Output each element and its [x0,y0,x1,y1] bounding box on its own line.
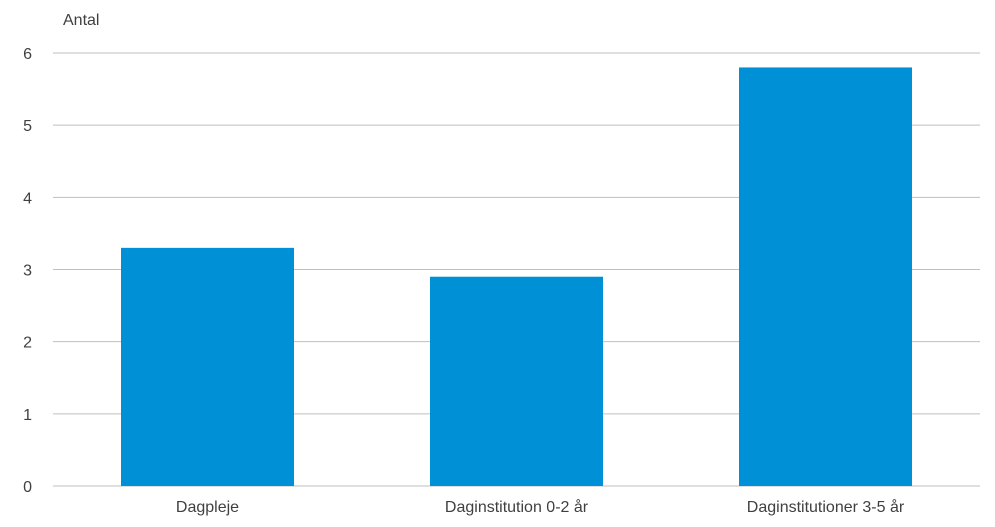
bars [121,67,912,486]
y-tick-label: 3 [23,263,32,280]
bar [121,247,294,486]
y-tick-label: 5 [23,118,32,135]
y-tick-label: 4 [23,190,32,207]
y-axis-ticks: 0 1 2 3 4 5 6 [23,46,32,496]
x-category-label: Dagpleje [176,499,239,516]
y-tick-label: 6 [23,46,32,63]
x-axis-categories: Dagpleje Daginstitution 0-2 år Daginstitut… [176,498,905,516]
bar [739,67,912,486]
y-tick-label: 2 [23,335,32,352]
y-tick-label: 1 [23,407,32,424]
x-category-label: Daginstitution 0-2 år [445,498,589,516]
y-tick-label: 0 [23,479,32,496]
y-axis-title: Antal [63,12,99,29]
x-category-label: Daginstitutioner 3-5 år [747,498,905,516]
bar [430,276,603,486]
